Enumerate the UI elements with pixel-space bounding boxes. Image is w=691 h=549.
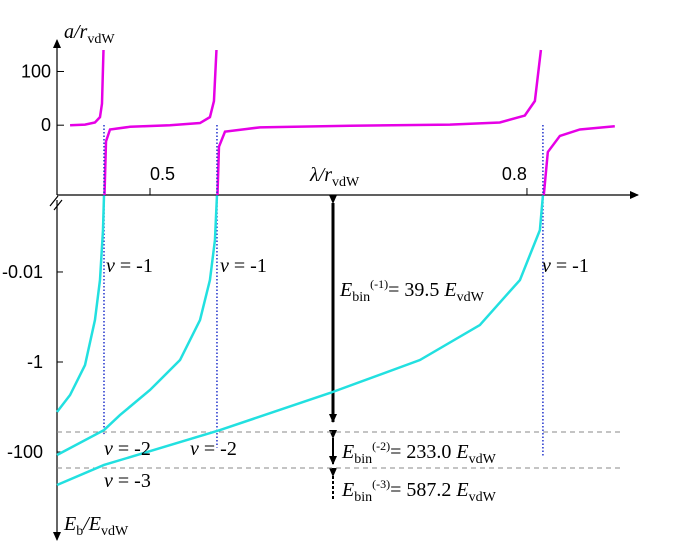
text-part: E (63, 513, 76, 535)
annotation: Ebin(-1)= 39.5 EvdW (339, 277, 485, 305)
y-axis-label: Eb/EvdW (63, 513, 129, 539)
curve (56, 195, 219, 457)
axis-break (49, 195, 63, 211)
text-part: E (341, 479, 354, 501)
text-part: v (104, 438, 113, 460)
level-label: v = -2 (104, 438, 151, 460)
text-part: = 233.0 (390, 441, 456, 463)
curve (70, 49, 615, 196)
y-tick-label: -100 (7, 442, 43, 462)
text-part: vdW (87, 32, 115, 47)
text-part: v (104, 470, 113, 492)
text-part: vdW (469, 490, 497, 505)
x-tick-label: 0.8 (502, 164, 527, 184)
text-part: v (106, 255, 115, 277)
text-part: vdW (101, 524, 129, 539)
level-label: v = -1 (542, 255, 589, 277)
curve (56, 195, 106, 413)
text-part: λ/r (309, 164, 332, 186)
text-part: bin (352, 290, 370, 305)
annotation: Ebin(-2)= 233.0 EvdW (341, 439, 497, 467)
text-part: E (339, 279, 352, 301)
text-part: E (455, 479, 468, 501)
text-part: v (220, 255, 229, 277)
text-part: (-3) (372, 477, 390, 491)
y-tick-label: 100 (21, 61, 51, 81)
level-label: v = -3 (104, 470, 151, 492)
x-axis-label: λ/rvdW (309, 164, 360, 190)
text-part: = -2 (199, 438, 237, 460)
text-part: bin (354, 452, 372, 467)
text-part: E (443, 279, 456, 301)
y-tick-label: -0.01 (2, 262, 43, 282)
text-part: vdW (469, 452, 497, 467)
text-part: = -3 (113, 470, 151, 492)
y-axis-label: a/rvdW (64, 21, 115, 47)
text-part: = -2 (113, 438, 151, 460)
text-part: v (542, 255, 551, 277)
x-tick-label: 0.5 (150, 164, 175, 184)
text-part: = 39.5 (388, 279, 444, 301)
y-tick-label: 0 (41, 115, 51, 135)
annotation: Ebin(-3)= 587.2 EvdW (341, 477, 497, 505)
text-part: = 587.2 (390, 479, 456, 501)
level-label: v = -1 (220, 255, 267, 277)
text-part: vdW (332, 175, 360, 190)
text-part: (-1) (370, 277, 388, 291)
text-part: = -1 (115, 255, 153, 277)
text-part: b (76, 524, 83, 539)
text-part: (-2) (372, 439, 390, 453)
text-part: E (341, 441, 354, 463)
text-part: a/r (64, 21, 88, 43)
text-part: vdW (457, 290, 485, 305)
text-part: bin (354, 490, 372, 505)
text-part: v (190, 438, 199, 460)
curve (56, 195, 545, 487)
text-part: = -1 (229, 255, 267, 277)
level-label: v = -2 (190, 438, 237, 460)
text-part: /E (82, 513, 101, 535)
text-part: E (455, 441, 468, 463)
y-tick-label: -1 (27, 352, 43, 372)
text-part: = -1 (551, 255, 589, 277)
level-label: v = -1 (106, 255, 153, 277)
